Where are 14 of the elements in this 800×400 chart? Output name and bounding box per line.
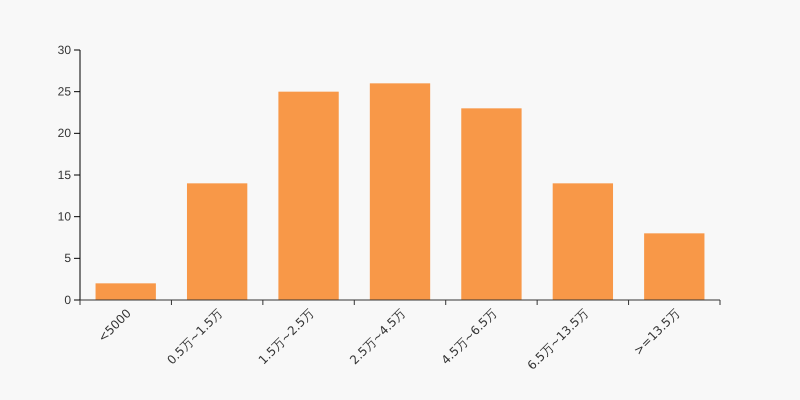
bar — [186, 183, 248, 300]
y-tick-label: 5 — [64, 251, 72, 266]
y-tick-label: 10 — [58, 210, 72, 224]
bar — [461, 108, 522, 300]
y-tick-label: 15 — [58, 168, 72, 182]
y-tick-label: 30 — [58, 42, 72, 57]
y-tick-label: 25 — [58, 84, 72, 99]
y-tick-label: 0 — [64, 292, 72, 307]
bar — [96, 283, 156, 300]
bar — [278, 92, 339, 300]
bar — [370, 83, 430, 300]
y-tick-label: 20 — [58, 126, 72, 140]
bar — [644, 233, 704, 300]
bar — [552, 183, 614, 300]
